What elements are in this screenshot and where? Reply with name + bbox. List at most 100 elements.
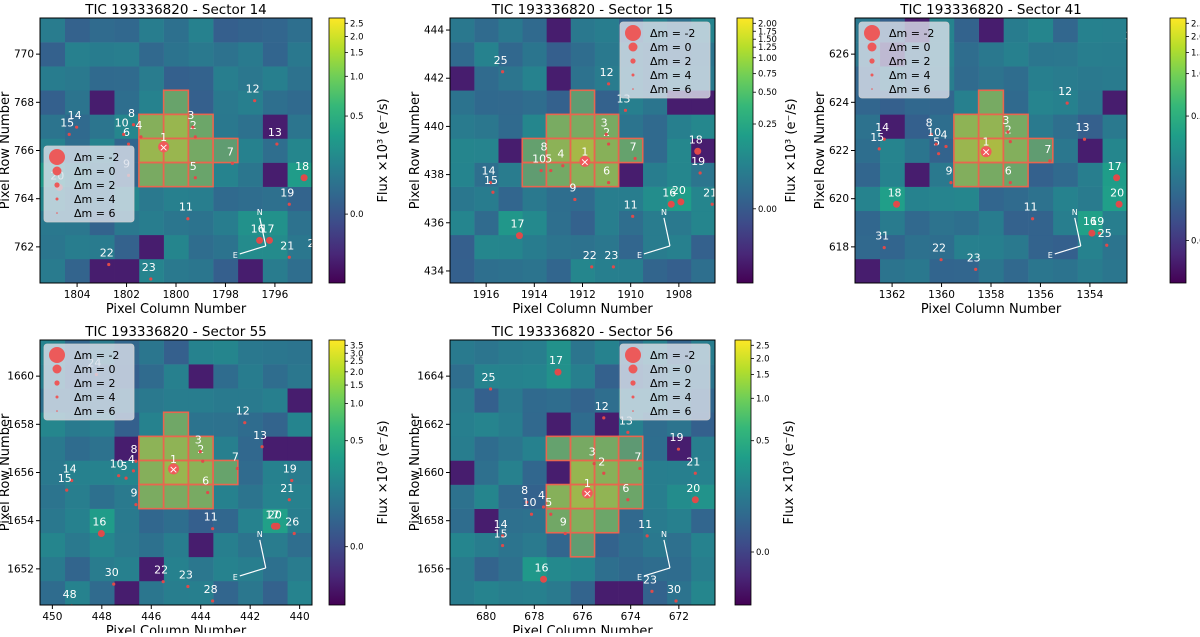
x-tick-label: 678 [524, 611, 544, 623]
star-marker [694, 472, 697, 475]
heatmap-cell [546, 235, 570, 259]
aperture-pixel [570, 460, 594, 484]
heatmap-cell [595, 90, 619, 114]
heatmap-cell [1102, 66, 1127, 90]
heatmap-cell [474, 211, 498, 235]
heatmap-cell [89, 42, 114, 66]
star-marker [243, 421, 246, 424]
heatmap-cell [619, 259, 643, 283]
heatmap-cell [139, 90, 164, 114]
x-tick-label: 1908 [665, 289, 692, 301]
heatmap-cell [570, 66, 594, 90]
star-marker [646, 534, 649, 537]
heatmap-cell [263, 163, 288, 187]
colorbar-tick-label: 0.0 [350, 210, 364, 220]
heatmap-cell [188, 18, 213, 42]
heatmap-cell [929, 211, 954, 235]
star-marker [602, 472, 605, 475]
heatmap-cell [595, 18, 619, 42]
star-label: 19 [280, 186, 294, 199]
colorbar [735, 340, 751, 605]
colorbar [1170, 18, 1186, 283]
x-tick-label: 450 [42, 611, 62, 623]
heatmap-cell [213, 259, 238, 283]
heatmap-cell [65, 66, 90, 90]
legend-label: Δm = 4 [650, 391, 691, 404]
star-marker [194, 135, 197, 138]
heatmap-cell [667, 509, 691, 533]
heatmap-cell [522, 533, 546, 557]
heatmap-cell [498, 460, 522, 484]
heatmap-cell [522, 388, 546, 412]
legend-marker [56, 212, 58, 214]
legend-marker [56, 410, 58, 412]
heatmap-cell [213, 211, 238, 235]
heatmap-cell [213, 533, 238, 557]
star-label: 1 [160, 131, 167, 144]
star-label: 3 [195, 434, 202, 447]
heatmap-cell [904, 235, 929, 259]
x-tick-label: 680 [476, 611, 496, 623]
star-marker [124, 476, 127, 479]
star-marker [75, 126, 78, 129]
star-label: 12 [600, 66, 614, 79]
heatmap-cell [546, 90, 570, 114]
star-marker [65, 489, 68, 492]
star-label: 7 [1044, 143, 1051, 156]
heatmap-cell [1028, 163, 1053, 187]
heatmap-cell [855, 259, 880, 283]
aperture-pixel [595, 138, 619, 162]
heatmap-cell [450, 114, 474, 138]
heatmap-cell [139, 509, 164, 533]
legend-marker [632, 396, 635, 399]
heatmap-cell [619, 163, 643, 187]
heatmap-cell [40, 235, 65, 259]
aperture-pixel [139, 163, 164, 187]
heatmap-cell [213, 364, 238, 388]
colorbar-tick-label: 2.5 [350, 357, 364, 367]
heatmap-cell [643, 436, 667, 460]
heatmap-cell [450, 90, 474, 114]
heatmap-cell [474, 412, 498, 436]
star-marker [134, 503, 137, 506]
star-marker [1009, 140, 1012, 143]
heatmap-cell [498, 388, 522, 412]
heatmap-cell [546, 581, 570, 605]
panel-2: 23456789101112131415161718192021222325×1… [408, 2, 799, 317]
colorbar-tick-label: 0.00 [758, 205, 777, 215]
star-marker [1132, 46, 1135, 49]
heatmap-cell [595, 557, 619, 581]
heatmap-cell [570, 388, 594, 412]
heatmap-cell [287, 436, 312, 460]
colorbar-tick-label: 0.0 [1191, 237, 1200, 247]
heatmap-cell [570, 42, 594, 66]
heatmap-cell [188, 42, 213, 66]
aperture-pixel [546, 163, 570, 187]
x-tick-label: 1798 [212, 289, 239, 301]
legend-label: Δm = -2 [74, 349, 119, 362]
heatmap-cell [667, 114, 691, 138]
chart-title: TIC 193336820 - Sector 14 [84, 2, 267, 18]
legend-marker [53, 167, 62, 176]
legend-marker [630, 380, 635, 385]
heatmap-cell [164, 340, 189, 364]
star-marker [573, 198, 576, 201]
y-tick-label: 620 [829, 193, 849, 205]
heatmap-cell [498, 412, 522, 436]
heatmap-cell [450, 18, 474, 42]
heatmap-cell [164, 66, 189, 90]
heatmap-cell [114, 509, 139, 533]
star-label: 22 [583, 249, 597, 262]
heatmap-cell [643, 163, 667, 187]
heatmap-cell [1053, 138, 1078, 162]
heatmap-cell [1003, 259, 1028, 283]
legend-marker [864, 25, 880, 41]
heatmap-cell [213, 412, 238, 436]
heatmap-cell [213, 66, 238, 90]
heatmap-cell [498, 364, 522, 388]
star-label: 20 [672, 184, 686, 197]
heatmap-cell [139, 66, 164, 90]
heatmap-cell [139, 340, 164, 364]
heatmap-cell [450, 340, 474, 364]
star-marker [288, 203, 291, 206]
